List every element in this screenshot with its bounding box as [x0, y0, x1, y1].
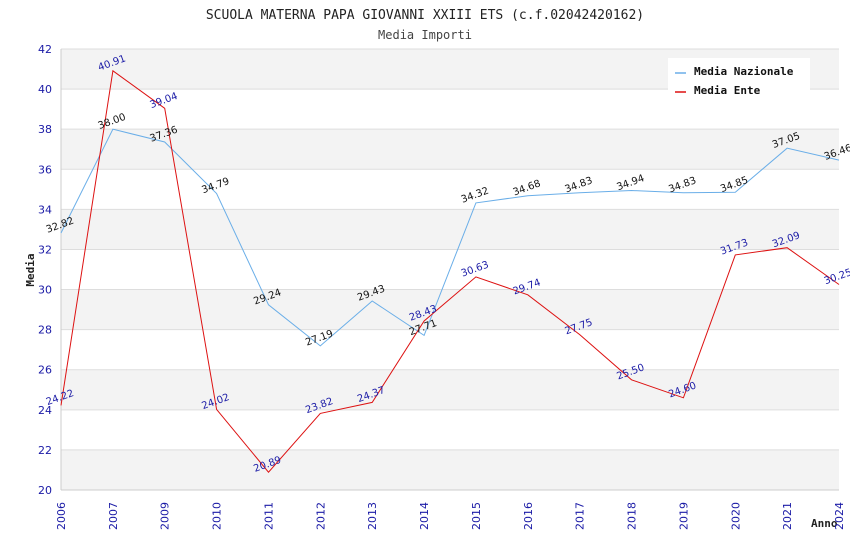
grid-band	[61, 289, 839, 330]
x-tick-label: 2021	[781, 502, 794, 530]
x-tick-label: 2006	[55, 502, 68, 530]
legend-box	[668, 58, 810, 101]
x-tick-label: 2019	[677, 502, 690, 530]
legend: Media Nazionale Media Ente	[668, 58, 810, 101]
x-tick-label: 2011	[262, 502, 275, 530]
data-labels: 32.8238.0037.3634.7929.2427.1929.4327.71…	[45, 53, 850, 474]
x-tick-label: 2007	[107, 502, 120, 530]
chart-title: SCUOLA MATERNA PAPA GIOVANNI XXIII ETS (…	[206, 8, 644, 23]
x-tick-label: 2017	[574, 502, 587, 530]
y-tick-label: 36	[38, 163, 52, 176]
series-line-1	[60, 69, 840, 473]
legend-label-ente: Media Ente	[694, 84, 761, 97]
y-axis-label: Media	[24, 253, 37, 286]
x-tick-label: 2016	[522, 502, 535, 530]
y-tick-label: 24	[38, 404, 52, 417]
y-tick-label: 40	[38, 83, 52, 96]
x-axis-label: Anno	[811, 517, 838, 530]
y-tick-label: 20	[38, 484, 52, 497]
y-tick-labels: 20 22 24 26 28 30 32 34 36 38 40 42	[38, 43, 52, 497]
data-label: 34.32	[460, 186, 491, 206]
x-tick-label: 2010	[211, 502, 224, 530]
grid-band	[61, 129, 839, 170]
y-tick-label: 28	[38, 324, 52, 337]
y-tick-label: 22	[38, 444, 52, 457]
chart-subtitle: Media Importi	[378, 28, 472, 42]
series-line-0	[60, 128, 840, 347]
legend-label-nazionale: Media Nazionale	[694, 65, 794, 78]
data-label: 30.63	[460, 260, 491, 280]
data-label: 30.25	[823, 267, 850, 287]
x-tick-label: 2012	[314, 502, 327, 530]
grid-band	[61, 209, 839, 250]
x-tick-label: 2015	[470, 502, 483, 530]
grid-band	[61, 369, 839, 410]
x-tick-label: 2018	[626, 502, 639, 530]
y-tick-label: 32	[38, 243, 52, 256]
grid-band	[61, 449, 839, 490]
x-tick-label: 2013	[366, 502, 379, 530]
y-tick-label: 42	[38, 43, 52, 56]
x-tick-labels: 2006 2007 2009 2010 2011 2012 2013 2014 2015 2016…	[55, 502, 846, 530]
y-tick-label: 38	[38, 123, 52, 136]
y-tick-label: 30	[38, 284, 52, 297]
x-tick-label: 2024	[833, 502, 846, 530]
y-tick-label: 34	[38, 203, 52, 216]
series-layer	[60, 69, 840, 473]
x-tick-label: 2020	[729, 502, 742, 530]
x-tick-label: 2014	[418, 502, 431, 530]
y-tick-label: 26	[38, 364, 52, 377]
x-tick-label: 2009	[159, 502, 172, 530]
